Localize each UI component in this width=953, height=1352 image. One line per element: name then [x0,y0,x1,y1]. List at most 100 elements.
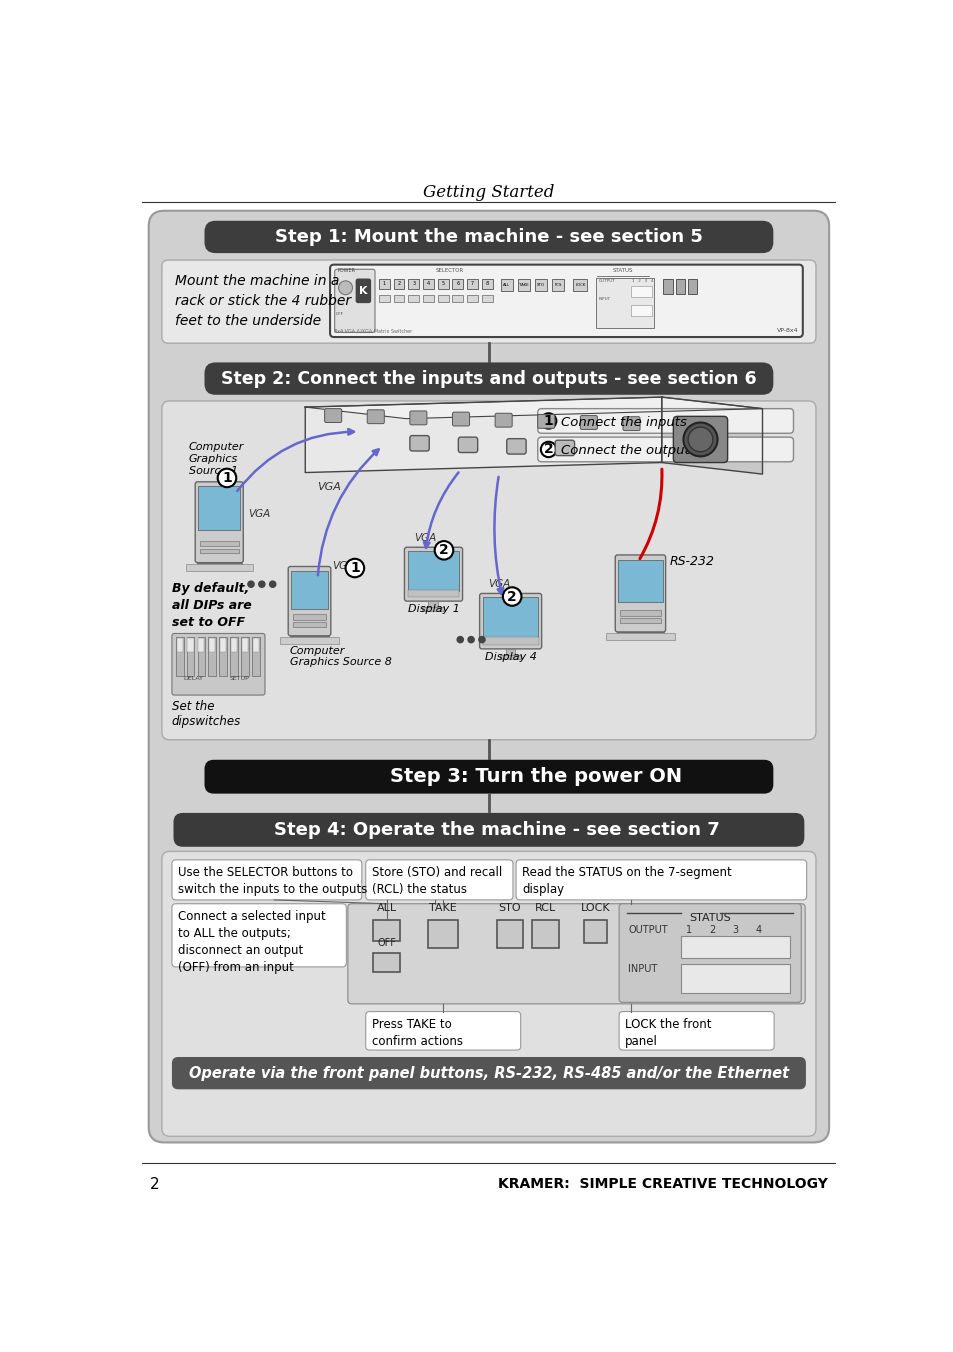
FancyBboxPatch shape [618,1011,773,1051]
Bar [437,296,448,303]
Bar [617,631,663,635]
Bar [408,296,418,303]
Bar [407,589,459,598]
Text: 2: 2 [507,589,517,603]
Bar [408,279,418,289]
Bar [467,296,477,303]
Bar [583,919,607,944]
Circle shape [682,422,717,457]
FancyBboxPatch shape [162,260,815,343]
Bar [482,637,537,645]
Circle shape [345,558,364,577]
Bar [437,279,448,289]
Bar [605,634,674,641]
Circle shape [258,581,265,587]
Text: Step 1: Mount the machine - see section 5: Step 1: Mount the machine - see section … [274,228,702,246]
Bar [293,622,326,626]
Bar [231,638,236,652]
Bar [219,637,227,676]
Text: 2: 2 [397,281,400,287]
Circle shape [687,427,712,452]
FancyBboxPatch shape [537,415,555,429]
FancyBboxPatch shape [149,211,828,1142]
Bar [220,638,226,652]
FancyBboxPatch shape [404,548,462,602]
FancyBboxPatch shape [172,860,361,900]
Text: Getting Started: Getting Started [423,184,554,201]
Text: Computer
Graphics
Source 1: Computer Graphics Source 1 [189,442,244,476]
Bar [422,279,434,289]
Text: POWER: POWER [336,268,355,273]
Bar [241,637,249,676]
Bar [394,279,404,289]
Bar [209,638,215,652]
Text: OUTPUT: OUTPUT [628,925,667,936]
Bar [422,607,443,611]
Bar [196,562,241,565]
Bar [408,552,458,591]
Bar [176,638,183,652]
Text: 2: 2 [543,442,553,457]
Circle shape [540,414,556,429]
Text: Step 4: Operate the machine - see section 7: Step 4: Operate the machine - see sectio… [274,821,720,838]
FancyBboxPatch shape [615,554,665,631]
Text: OFF: OFF [376,938,395,948]
Text: Step 2: Connect the inputs and outputs - see section 6: Step 2: Connect the inputs and outputs -… [221,369,756,388]
FancyBboxPatch shape [172,634,265,695]
Text: KRAMER:  SIMPLE CREATIVE TECHNOLOGY: KRAMER: SIMPLE CREATIVE TECHNOLOGY [497,1178,827,1191]
Text: 4: 4 [426,281,430,287]
Bar [619,618,660,623]
Bar [680,964,789,994]
Polygon shape [305,397,761,419]
Bar [394,296,404,303]
Text: DELAY: DELAY [183,676,203,680]
Bar [481,296,493,303]
FancyBboxPatch shape [537,408,793,433]
Text: Display 1: Display 1 [408,604,459,614]
Text: VGA: VGA [316,481,340,492]
Text: LOCK: LOCK [580,903,610,913]
FancyBboxPatch shape [452,412,469,426]
Bar [175,637,183,676]
Text: K: K [358,285,367,296]
Bar [662,279,672,293]
Text: TAKE: TAKE [518,283,528,287]
Circle shape [248,581,253,587]
FancyBboxPatch shape [365,1011,520,1051]
Text: 7: 7 [471,281,474,287]
Bar [497,919,522,948]
Bar [505,649,515,654]
Text: 1   2   3   4: 1 2 3 4 [632,279,653,283]
Bar [198,487,240,530]
FancyBboxPatch shape [579,415,597,430]
Bar [675,279,684,293]
FancyBboxPatch shape [495,414,512,427]
Bar [208,637,216,676]
Text: By default,
all DIPs are
set to OFF: By default, all DIPs are set to OFF [172,581,252,629]
Bar [187,638,193,652]
FancyBboxPatch shape [335,269,375,333]
Text: VP-8x4: VP-8x4 [777,329,798,333]
Text: Store (STO) and recall
(RCL) the status: Store (STO) and recall (RCL) the status [372,867,501,896]
Bar [198,638,204,652]
FancyBboxPatch shape [410,411,427,425]
Circle shape [468,637,474,642]
Bar [452,296,463,303]
Bar [481,279,493,289]
Bar [618,560,661,602]
Circle shape [540,442,556,457]
Text: 8: 8 [485,281,489,287]
Text: Connect a selected input
to ALL the outputs;
disconnect an output
(OFF) from an : Connect a selected input to ALL the outp… [178,910,326,973]
FancyBboxPatch shape [367,410,384,423]
Bar [467,279,477,289]
Text: STATUS: STATUS [688,913,730,923]
Text: SELECTOR: SELECTOR [436,268,464,273]
Text: Operate via the front panel buttons, RS-232, RS-485 and/or the Ethernet: Operate via the front panel buttons, RS-… [189,1065,788,1080]
Text: 2: 2 [438,544,448,557]
Text: 6: 6 [456,281,459,287]
FancyBboxPatch shape [162,402,815,740]
Circle shape [456,637,463,642]
Bar [230,637,237,676]
Polygon shape [305,397,661,473]
Text: ALL: ALL [376,903,396,913]
